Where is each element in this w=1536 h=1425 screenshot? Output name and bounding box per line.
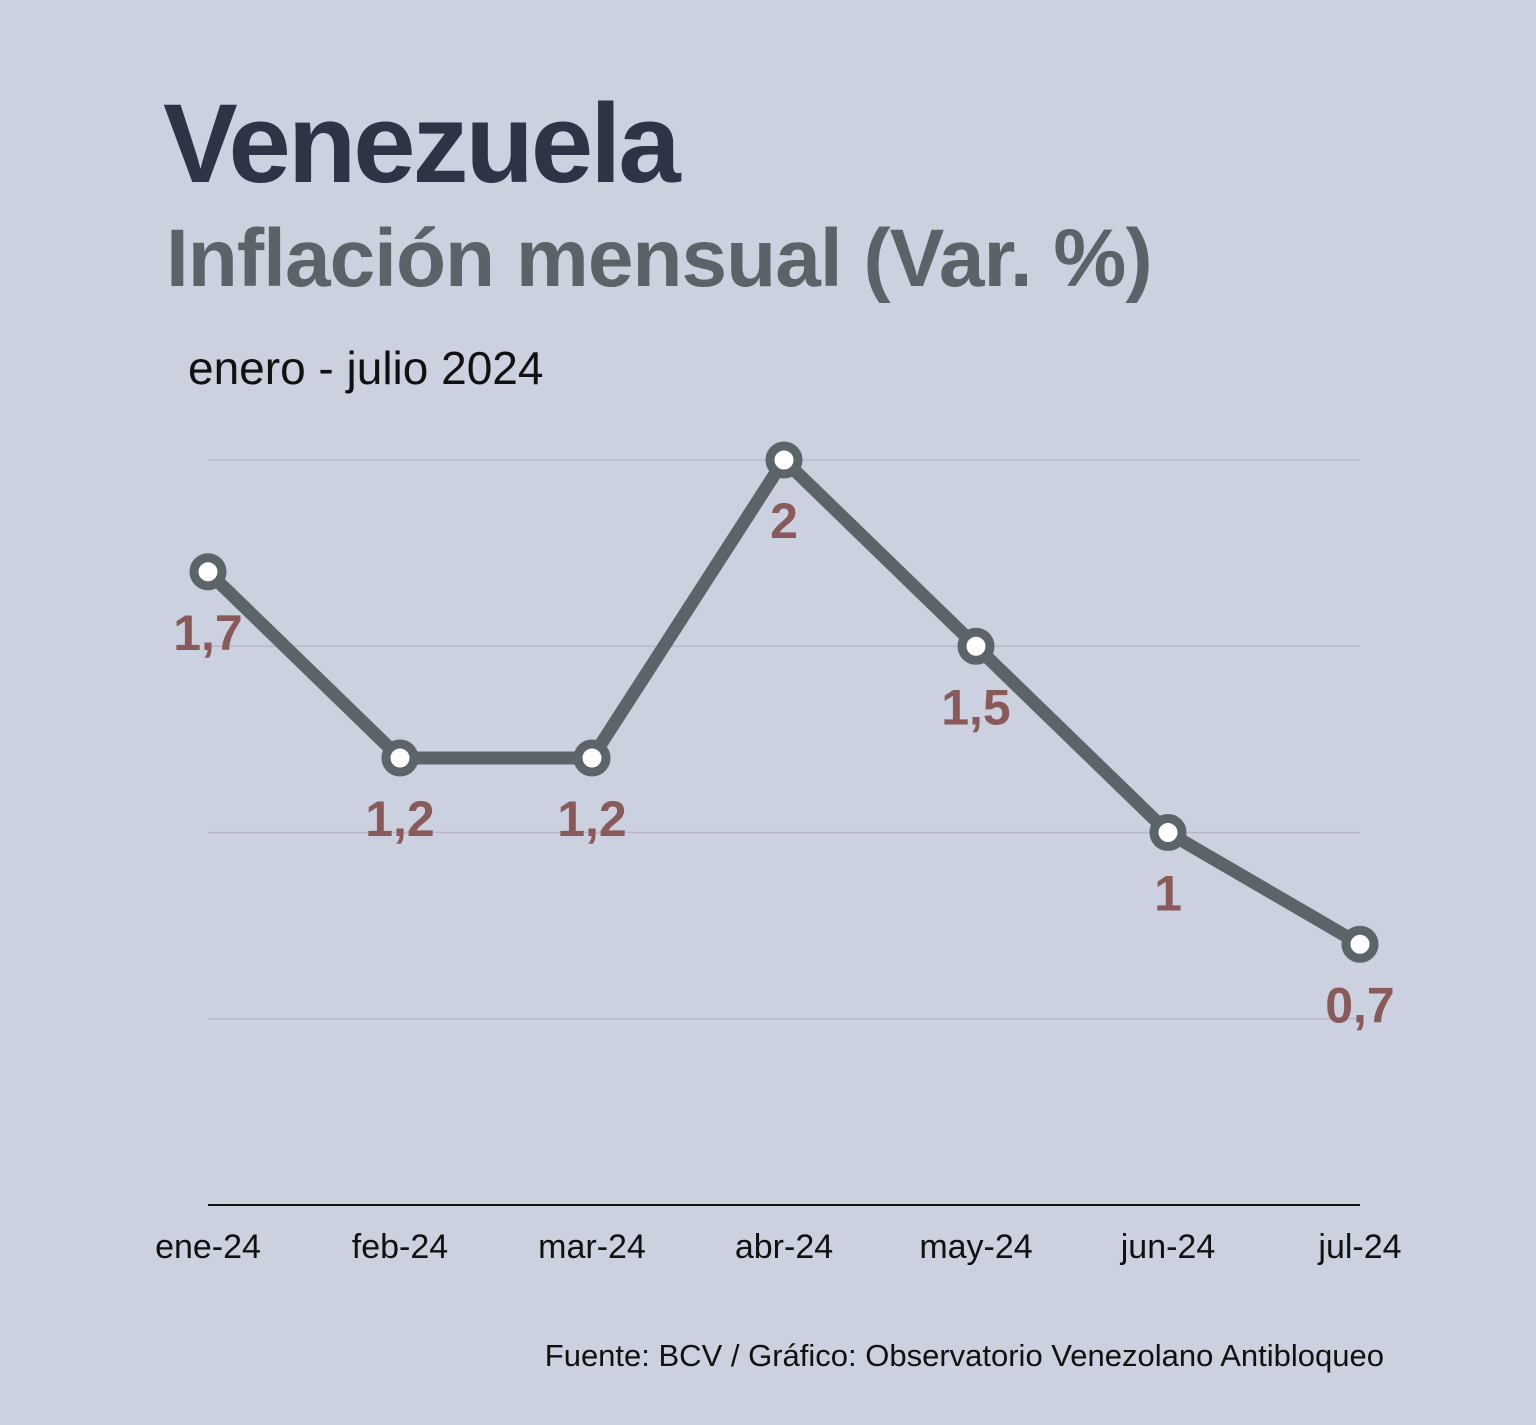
- x-tick-labels: ene-24 feb-24 mar-24 abr-24 may-24 jun-24 jul-…: [155, 1228, 1402, 1266]
- data-point: [1341, 925, 1379, 963]
- x-tick-label: ene-24: [155, 1228, 261, 1266]
- data-label: 1,2: [557, 791, 627, 847]
- chart-period: enero - julio 2024: [188, 342, 544, 394]
- data-point: [381, 739, 419, 777]
- x-tick-label: jul-24: [1317, 1228, 1401, 1266]
- data-point: [573, 739, 611, 777]
- x-tick-label: feb-24: [352, 1228, 448, 1266]
- data-points: [189, 441, 1379, 963]
- data-label: 2: [770, 493, 798, 549]
- data-label: 1,2: [365, 791, 435, 847]
- data-label: 0,7: [1325, 977, 1395, 1033]
- data-label: 1: [1154, 866, 1182, 922]
- chart-subtitle: Inflación mensual (Var. %): [166, 213, 1153, 304]
- chart-title: Venezuela: [163, 81, 681, 206]
- x-tick-label: may-24: [919, 1228, 1032, 1266]
- data-label: 1,5: [941, 679, 1011, 735]
- x-tick-label: jun-24: [1120, 1228, 1216, 1266]
- x-tick-label: abr-24: [735, 1228, 833, 1266]
- data-point: [765, 441, 803, 479]
- data-point: [957, 627, 995, 665]
- data-labels: 1,7 1,2 1,2 2 1,5 1 0,7: [173, 493, 1395, 1033]
- data-label: 1,7: [173, 605, 243, 661]
- source-note: Fuente: BCV / Gráfico: Observatorio Vene…: [544, 1338, 1384, 1373]
- x-tick-label: mar-24: [538, 1228, 646, 1266]
- data-point: [189, 553, 227, 591]
- data-point: [1149, 814, 1187, 851]
